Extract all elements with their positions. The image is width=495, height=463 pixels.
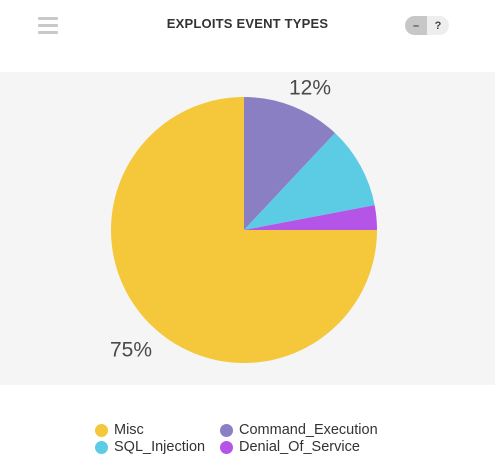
legend-dot-misc <box>95 423 108 437</box>
legend-item-denial-of-service[interactable]: Denial_Of_Service <box>220 439 420 455</box>
pie-slice-denial-of-service[interactable] <box>244 205 377 230</box>
legend-item-sql-injection[interactable]: SQL_Injection <box>95 439 220 455</box>
widget-controls: – ? <box>405 16 449 35</box>
legend-label-sql-injection: SQL_Injection <box>114 439 206 455</box>
legend-label-denial-of-service: Denial_Of_Service <box>239 439 360 455</box>
pie-slices <box>111 97 377 363</box>
legend-item-command-execution[interactable]: Command_Execution <box>220 422 420 438</box>
legend-dot-sql-injection <box>95 440 108 454</box>
pie-labels: 12% 75% <box>110 77 331 362</box>
legend-dot-command-execution <box>220 423 233 437</box>
minimize-button[interactable]: – <box>405 16 427 35</box>
slice-label-command-execution: 12% <box>289 77 331 100</box>
legend-dot-denial-of-service <box>220 440 233 454</box>
chart-legend: Misc Command_Execution SQL_Injection Denial… <box>95 422 425 455</box>
slice-label-misc: 75% <box>110 339 152 362</box>
pie-slice-command-execution[interactable] <box>244 97 336 230</box>
legend-label-command-execution: Command_Execution <box>239 422 378 438</box>
help-button[interactable]: ? <box>427 16 449 35</box>
legend-item-misc[interactable]: Misc <box>95 422 220 438</box>
hamburger-menu-icon[interactable] <box>38 17 58 35</box>
pie-slice-misc[interactable] <box>111 97 377 363</box>
legend-label-misc: Misc <box>114 422 144 438</box>
pie-slice-sql-injection[interactable] <box>244 133 375 230</box>
